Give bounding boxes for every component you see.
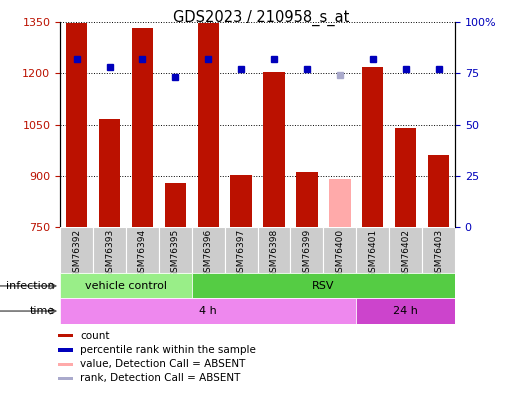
Bar <box>66 23 87 227</box>
Text: percentile rank within the sample: percentile rank within the sample <box>80 345 256 355</box>
Text: infection: infection <box>6 281 55 291</box>
Text: value, Detection Call = ABSENT: value, Detection Call = ABSENT <box>80 359 245 369</box>
Bar <box>323 227 356 273</box>
Text: RSV: RSV <box>312 281 335 291</box>
Bar <box>60 227 93 273</box>
Bar <box>58 348 73 352</box>
Bar <box>296 172 317 227</box>
Bar <box>389 227 422 273</box>
Bar <box>257 227 290 273</box>
Text: GSM76403: GSM76403 <box>434 229 443 278</box>
Text: rank, Detection Call = ABSENT: rank, Detection Call = ABSENT <box>80 373 241 384</box>
Bar <box>225 227 257 273</box>
Bar <box>159 227 192 273</box>
Text: GSM76394: GSM76394 <box>138 229 147 278</box>
Bar <box>362 67 383 227</box>
Text: GSM76399: GSM76399 <box>302 229 311 278</box>
Bar <box>93 227 126 273</box>
Bar <box>58 334 73 337</box>
Text: GSM76398: GSM76398 <box>269 229 279 278</box>
Bar <box>58 362 73 366</box>
Bar <box>132 28 153 227</box>
Text: 24 h: 24 h <box>393 306 418 316</box>
Text: GDS2023 / 210958_s_at: GDS2023 / 210958_s_at <box>173 10 350 26</box>
Bar <box>264 72 285 227</box>
Bar <box>99 119 120 227</box>
Bar <box>192 227 225 273</box>
Bar <box>329 179 350 227</box>
Text: GSM76401: GSM76401 <box>368 229 377 278</box>
Text: GSM76400: GSM76400 <box>335 229 344 278</box>
Text: GSM76395: GSM76395 <box>171 229 180 278</box>
Bar <box>422 227 455 273</box>
Bar <box>126 227 159 273</box>
Bar <box>198 23 219 227</box>
Bar <box>356 227 389 273</box>
Text: GSM76393: GSM76393 <box>105 229 114 278</box>
Text: GSM76392: GSM76392 <box>72 229 81 278</box>
Text: vehicle control: vehicle control <box>85 281 167 291</box>
Text: count: count <box>80 331 110 341</box>
Text: time: time <box>30 306 55 316</box>
Bar <box>60 273 192 298</box>
Bar <box>395 128 416 227</box>
Bar <box>290 227 323 273</box>
Bar <box>165 183 186 227</box>
Bar <box>192 273 455 298</box>
Text: GSM76397: GSM76397 <box>236 229 246 278</box>
Bar <box>231 175 252 227</box>
Bar <box>58 377 73 380</box>
Bar <box>428 155 449 227</box>
Text: 4 h: 4 h <box>199 306 217 316</box>
Text: GSM76402: GSM76402 <box>401 229 410 278</box>
Bar <box>60 298 356 324</box>
Bar <box>356 298 455 324</box>
Text: GSM76396: GSM76396 <box>204 229 213 278</box>
